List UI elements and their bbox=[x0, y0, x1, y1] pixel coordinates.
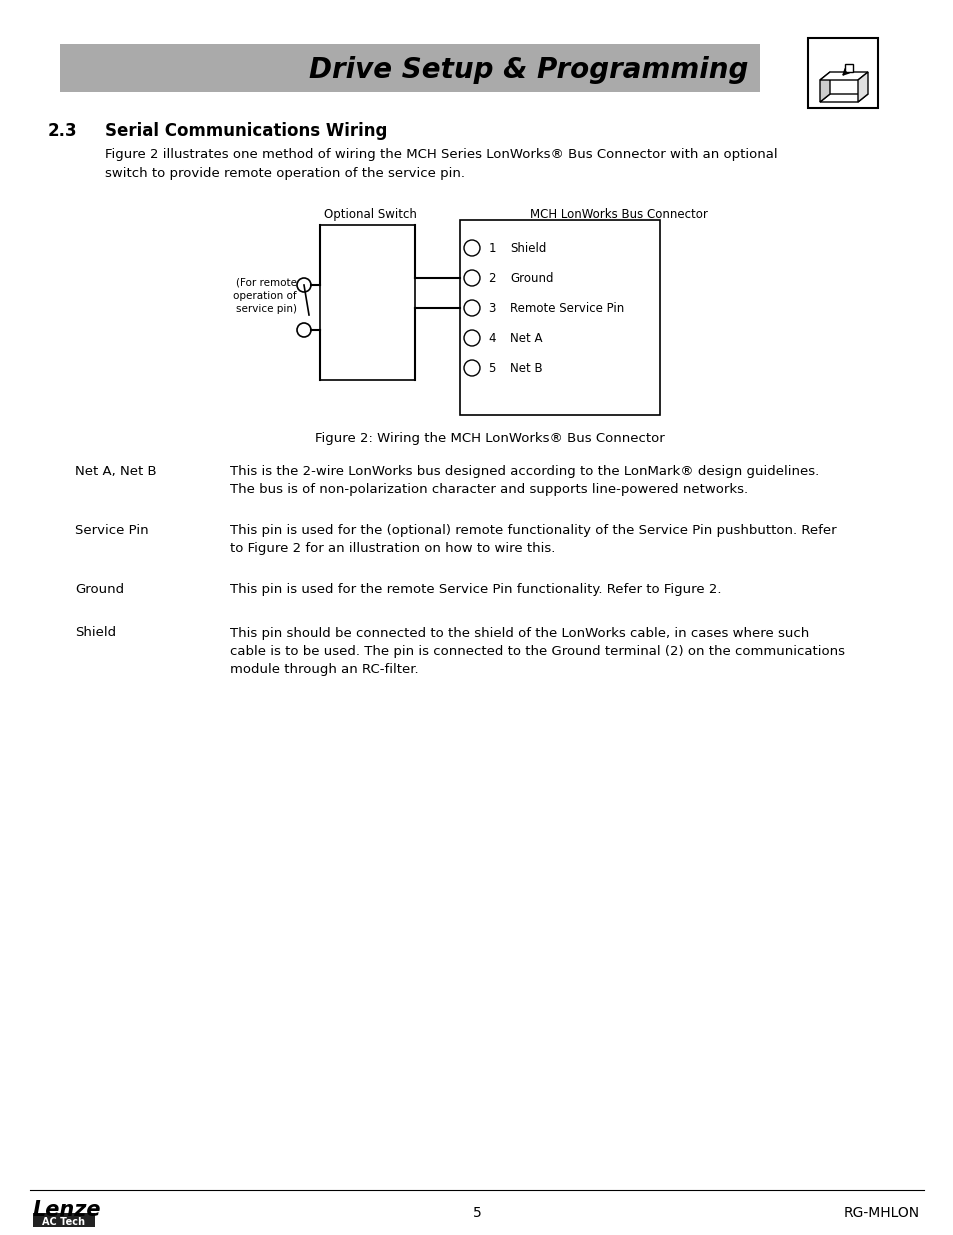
Polygon shape bbox=[820, 72, 867, 80]
Text: Net B: Net B bbox=[510, 362, 542, 374]
Text: MCH LonWorks Bus Connector: MCH LonWorks Bus Connector bbox=[530, 207, 707, 221]
Bar bbox=[60, 44, 760, 91]
Text: Service Pin: Service Pin bbox=[75, 524, 149, 537]
Text: Lenze: Lenze bbox=[33, 1200, 101, 1220]
Text: Ground: Ground bbox=[75, 583, 124, 597]
Text: Serial Communications Wiring: Serial Communications Wiring bbox=[105, 122, 387, 140]
Bar bbox=[459, 220, 659, 415]
Circle shape bbox=[463, 330, 479, 346]
Text: 2.3: 2.3 bbox=[48, 122, 77, 140]
Circle shape bbox=[463, 359, 479, 375]
Text: This is the 2-wire LonWorks bus designed according to the LonMark® design guidel: This is the 2-wire LonWorks bus designed… bbox=[230, 466, 819, 496]
Polygon shape bbox=[857, 72, 867, 103]
Bar bbox=[319, 225, 415, 380]
Text: Figure 2 illustrates one method of wiring the MCH Series LonWorks® Bus Connector: Figure 2 illustrates one method of wirin… bbox=[105, 148, 777, 179]
Text: Shield: Shield bbox=[75, 626, 116, 640]
Text: 5: 5 bbox=[488, 362, 496, 374]
Text: 1: 1 bbox=[488, 242, 496, 254]
Text: RG-MHLON: RG-MHLON bbox=[843, 1207, 919, 1220]
Polygon shape bbox=[820, 72, 829, 103]
Polygon shape bbox=[820, 94, 867, 103]
Text: 3: 3 bbox=[488, 301, 496, 315]
Circle shape bbox=[463, 270, 479, 287]
Text: This pin should be connected to the shield of the LonWorks cable, in cases where: This pin should be connected to the shie… bbox=[230, 626, 844, 676]
Bar bbox=[33, 1213, 95, 1228]
Circle shape bbox=[463, 240, 479, 256]
Text: Shield: Shield bbox=[510, 242, 546, 254]
Text: AC Tech: AC Tech bbox=[43, 1216, 86, 1228]
Text: Drive Setup & Programming: Drive Setup & Programming bbox=[309, 56, 747, 84]
Text: 4: 4 bbox=[488, 331, 496, 345]
Text: (For remote
operation of
service pin): (For remote operation of service pin) bbox=[233, 278, 296, 314]
Text: Figure 2: Wiring the MCH LonWorks® Bus Connector: Figure 2: Wiring the MCH LonWorks® Bus C… bbox=[314, 432, 664, 445]
Circle shape bbox=[463, 300, 479, 316]
Text: Net A: Net A bbox=[510, 331, 542, 345]
Circle shape bbox=[296, 278, 311, 291]
Text: This pin is used for the (optional) remote functionality of the Service Pin push: This pin is used for the (optional) remo… bbox=[230, 524, 836, 555]
Text: Ground: Ground bbox=[510, 272, 553, 284]
Text: Remote Service Pin: Remote Service Pin bbox=[510, 301, 623, 315]
Circle shape bbox=[296, 324, 311, 337]
Text: 2: 2 bbox=[488, 272, 496, 284]
Text: This pin is used for the remote Service Pin functionality. Refer to Figure 2.: This pin is used for the remote Service … bbox=[230, 583, 720, 597]
Text: 5: 5 bbox=[472, 1207, 481, 1220]
Text: Net A, Net B: Net A, Net B bbox=[75, 466, 156, 478]
Bar bbox=[844, 64, 852, 72]
Bar bbox=[807, 38, 877, 107]
Text: Optional Switch: Optional Switch bbox=[323, 207, 416, 221]
